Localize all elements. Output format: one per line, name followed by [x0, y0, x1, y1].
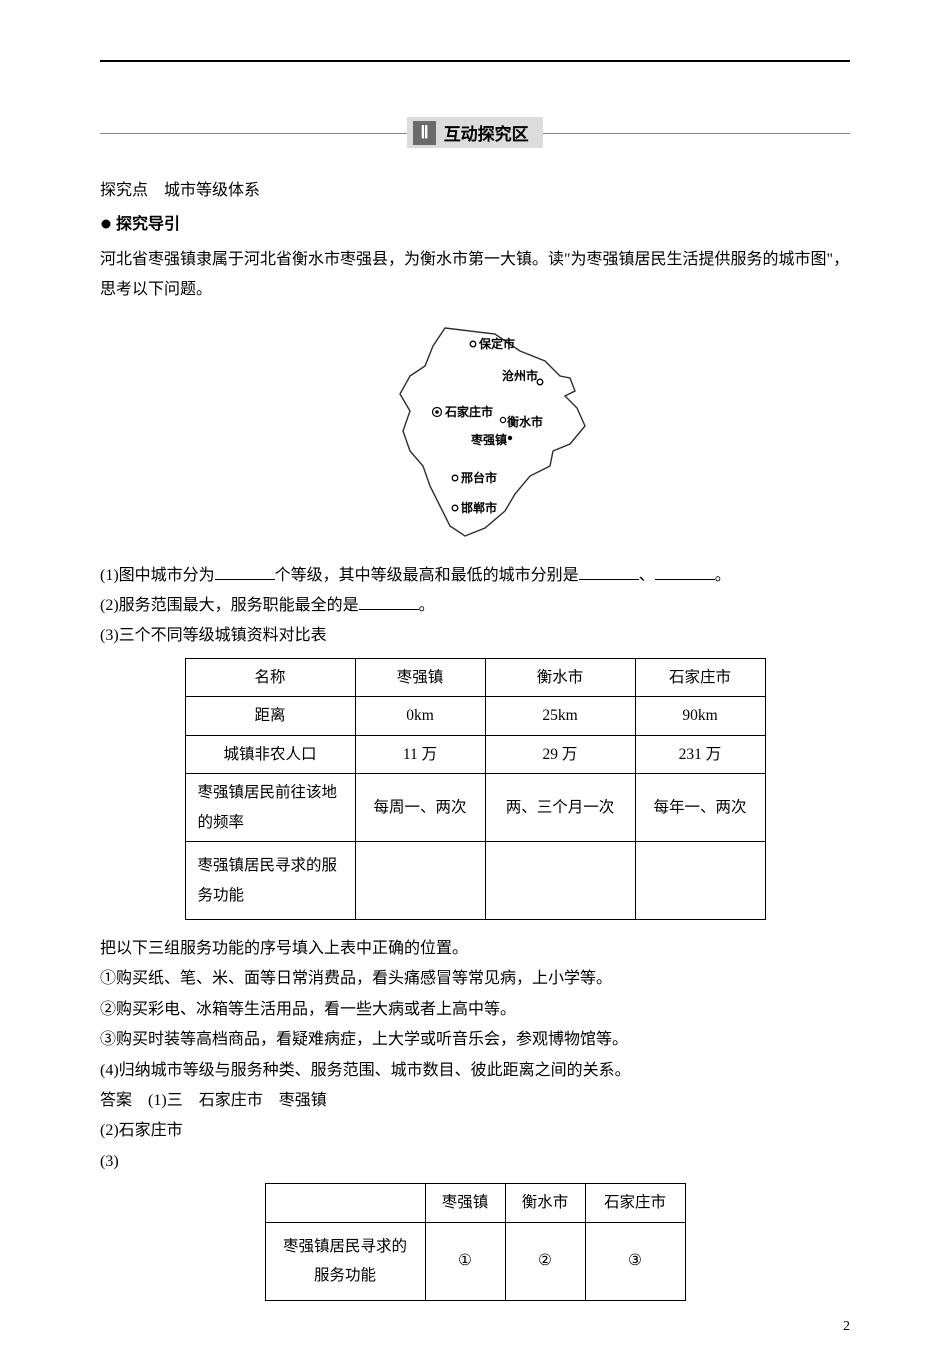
answer-2: (2)石家庄市	[100, 1116, 850, 1146]
answer-3-label: (3)	[100, 1147, 850, 1177]
t1-r2c2: 两、三个月一次	[485, 774, 635, 842]
city-dot-shijiazhuang	[435, 410, 439, 414]
city-dot-xingtai	[452, 475, 458, 481]
fill-item-2: ②购买彩电、冰箱等生活用品，看一些大病或者上高中等。	[100, 995, 850, 1025]
blank-q1-2	[579, 564, 639, 580]
q1-part-b: 个等级，其中等级最高和最低的城市分别是	[275, 567, 579, 584]
banner-title: 互动探究区	[444, 120, 529, 145]
t1-r2c1: 每周一、两次	[355, 774, 485, 842]
banner-roman: Ⅱ	[413, 121, 435, 145]
city-dot-baoding	[470, 341, 476, 347]
table-row: 枣强镇居民寻求的服务功能 ① ② ③	[265, 1222, 685, 1300]
city-label-handan: 邯郸市	[461, 500, 497, 515]
t2-h1: 枣强镇	[425, 1184, 505, 1222]
table-row: 枣强镇居民前往该地的频率 每周一、两次 两、三个月一次 每年一、两次	[185, 774, 765, 842]
city-dot-hengshui	[500, 417, 505, 422]
q1-part-a: (1)图中城市分为	[100, 567, 215, 584]
section-banner: Ⅱ 互动探究区	[100, 117, 850, 148]
table-row: 枣强镇 衡水市 石家庄市	[265, 1184, 685, 1222]
answer-label: 答案	[100, 1092, 132, 1109]
t1-h0: 名称	[185, 658, 355, 696]
t2-h3: 石家庄市	[585, 1184, 685, 1222]
t1-r3c1	[355, 842, 485, 920]
t1-h2: 衡水市	[485, 658, 635, 696]
banner-box: Ⅱ 互动探究区	[407, 117, 542, 148]
t2-c2: ②	[505, 1222, 585, 1300]
t1-r1c2: 29 万	[485, 735, 635, 773]
t2-c1: ①	[425, 1222, 505, 1300]
fill-item-1: ①购买纸、笔、米、面等日常消费品，看头痛感冒等常见病，上小学等。	[100, 964, 850, 994]
question-1: (1)图中城市分为 个等级，其中等级最高和最低的城市分别是 、 。	[100, 561, 850, 591]
t1-r3c0: 枣强镇居民寻求的服务功能	[185, 842, 355, 920]
t1-r0c0: 距离	[185, 697, 355, 735]
city-label-cangzhou: 沧州市	[502, 368, 538, 383]
table-row: 名称 枣强镇 衡水市 石家庄市	[185, 658, 765, 696]
page-number: 2	[843, 1319, 850, 1335]
top-rule	[100, 60, 850, 62]
question-2: (2)服务范围最大，服务职能最全的是 。	[100, 591, 850, 621]
inquiry-guide-label: 探究导引	[116, 216, 180, 233]
q2-end: 。	[419, 597, 435, 614]
city-label-xingtai: 邢台市	[461, 470, 497, 485]
answer-1: (1)三 石家庄市 枣强镇	[148, 1092, 327, 1109]
city-label-zaoqiang: 枣强镇	[470, 432, 507, 447]
city-label-hengshui: 衡水市	[507, 414, 543, 429]
city-dot-cangzhou	[537, 379, 543, 385]
q1-end: 。	[715, 567, 731, 584]
t1-r1c3: 231 万	[635, 735, 765, 773]
bullet-icon	[100, 211, 112, 241]
t1-h1: 枣强镇	[355, 658, 485, 696]
city-dot-handan	[452, 505, 458, 511]
fill-item-3: ③购买时装等高档商品，看疑难病症，上大学或听音乐会，参观博物馆等。	[100, 1025, 850, 1055]
city-label-baoding: 保定市	[478, 336, 515, 351]
answer-line-1: 答案 (1)三 石家庄市 枣强镇	[100, 1086, 850, 1116]
blank-q1-1	[215, 564, 275, 580]
t1-r3c2	[485, 842, 635, 920]
inquiry-guide-heading: 探究导引	[100, 210, 850, 241]
t2-c3: ③	[585, 1222, 685, 1300]
blank-q2	[359, 594, 419, 610]
t2-h0	[265, 1184, 425, 1222]
inquiry-point: 探究点 城市等级体系	[100, 176, 850, 206]
city-dot-zaoqiang	[508, 435, 512, 439]
t1-h3: 石家庄市	[635, 658, 765, 696]
t2-h2: 衡水市	[505, 1184, 585, 1222]
question-4: (4)归纳城市等级与服务种类、服务范围、城市数目、彼此距离之间的关系。	[100, 1056, 850, 1086]
comparison-table: 名称 枣强镇 衡水市 石家庄市 距离 0km 25km 90km 城镇非农人口 …	[185, 658, 766, 920]
t1-r1c0: 城镇非农人口	[185, 735, 355, 773]
city-label-shijiazhuang: 石家庄市	[444, 404, 493, 419]
t1-r3c3	[635, 842, 765, 920]
t1-r2c3: 每年一、两次	[635, 774, 765, 842]
intro-paragraph: 河北省枣强镇隶属于河北省衡水市枣强县，为衡水市第一大镇。读"为枣强镇居民生活提供…	[100, 245, 850, 306]
answer-table: 枣强镇 衡水市 石家庄市 枣强镇居民寻求的服务功能 ① ② ③	[265, 1183, 686, 1300]
table-row: 距离 0km 25km 90km	[185, 697, 765, 735]
table-row: 城镇非农人口 11 万 29 万 231 万	[185, 735, 765, 773]
question-3: (3)三个不同等级城镇资料对比表	[100, 621, 850, 651]
t1-r1c1: 11 万	[355, 735, 485, 773]
t1-r0c1: 0km	[355, 697, 485, 735]
t2-rowlabel: 枣强镇居民寻求的服务功能	[265, 1222, 425, 1300]
t1-r0c2: 25km	[485, 697, 635, 735]
t1-r2c0: 枣强镇居民前往该地的频率	[185, 774, 355, 842]
content-body: 探究点 城市等级体系 探究导引 河北省枣强镇隶属于河北省衡水市枣强县，为衡水市第…	[100, 176, 850, 1301]
t1-r0c3: 90km	[635, 697, 765, 735]
q2-part-a: (2)服务范围最大，服务职能最全的是	[100, 597, 359, 614]
province-map-svg: 保定市 沧州市 石家庄市 衡水市 枣强镇 邢台市 邯郸市	[355, 316, 595, 546]
map-figure: 保定市 沧州市 石家庄市 衡水市 枣强镇 邢台市 邯郸市	[100, 316, 850, 546]
fill-lead: 把以下三组服务功能的序号填入上表中正确的位置。	[100, 934, 850, 964]
blank-q1-3	[655, 564, 715, 580]
table-row: 枣强镇居民寻求的服务功能	[185, 842, 765, 920]
q1-sep: 、	[639, 567, 655, 584]
